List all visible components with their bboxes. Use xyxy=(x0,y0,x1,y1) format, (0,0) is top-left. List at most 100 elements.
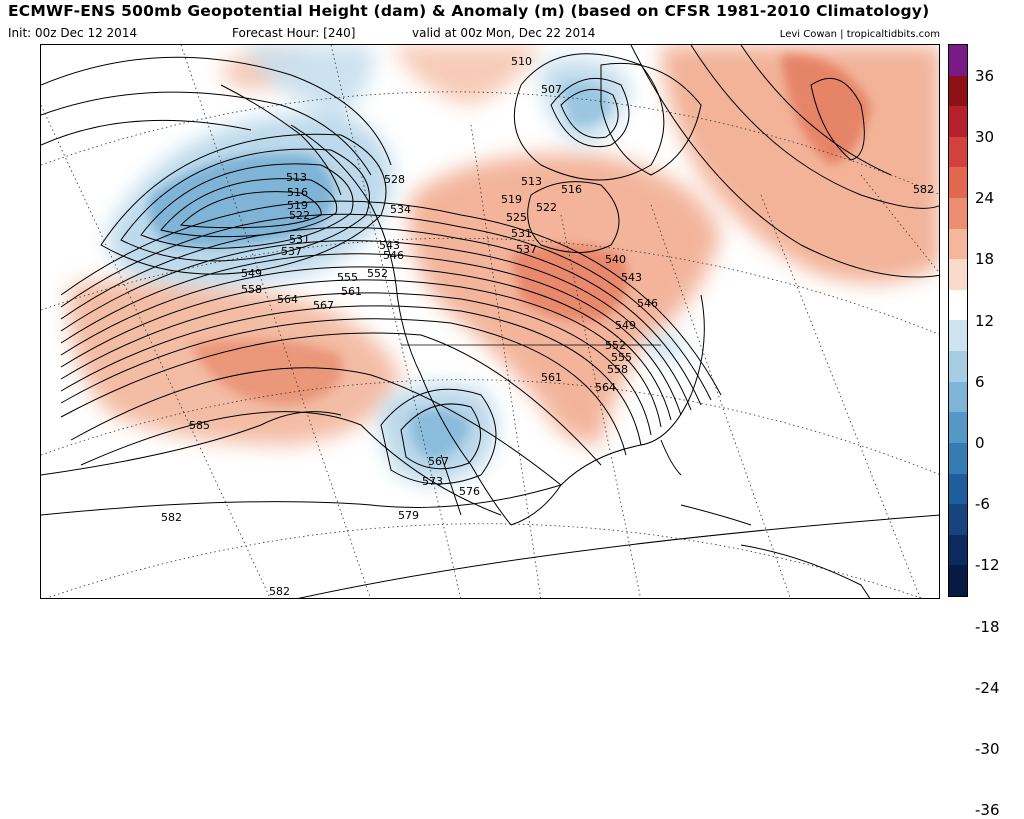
contour-label: 576 xyxy=(459,485,480,498)
contour-label: 516 xyxy=(287,186,308,199)
cuba xyxy=(680,504,752,526)
contour-label: 549 xyxy=(615,319,636,332)
colorbar-segment xyxy=(949,381,967,413)
positive-anomaly-core-2 xyxy=(781,54,871,166)
colorbar-label: 18 xyxy=(975,250,995,269)
negative-anomaly-core-1 xyxy=(148,153,334,248)
florida xyxy=(660,439,682,476)
colorbar-segment xyxy=(949,473,967,505)
colorbar-segment xyxy=(949,228,967,260)
alaska-coast xyxy=(220,84,342,196)
colorbar-segment xyxy=(949,198,967,229)
contour-label: 561 xyxy=(341,285,362,298)
contour-label: 558 xyxy=(241,283,262,296)
contour-label: 513 xyxy=(286,171,307,184)
lat-lon-grid xyxy=(41,45,939,598)
contour-label: 543 xyxy=(621,271,642,284)
contour-label: 540 xyxy=(605,253,626,266)
contour-label: 522 xyxy=(289,209,310,222)
contour-label: 555 xyxy=(337,271,358,284)
contour-label: 531 xyxy=(289,233,310,246)
height-contours xyxy=(41,45,939,598)
contour-label: 546 xyxy=(637,297,658,310)
colorbar-segment xyxy=(949,75,967,107)
greenland xyxy=(600,62,702,176)
colorbar-segment xyxy=(949,259,967,290)
colorbar-label: 36 xyxy=(975,66,995,85)
mexico-baja xyxy=(440,454,462,516)
contour-label: 582 xyxy=(269,585,290,598)
colorbar-label: -6 xyxy=(975,495,990,514)
colorbar-segment xyxy=(949,106,967,137)
positive-anomaly-core-3 xyxy=(191,339,343,405)
contour-label: 513 xyxy=(521,175,542,188)
contour-label: 573 xyxy=(422,475,443,488)
positive-anomaly-arctic xyxy=(391,45,541,105)
gulf-coast xyxy=(510,294,705,526)
contour-label-group: 510 507 513 516 519 522 525 531 537 540 … xyxy=(161,55,934,598)
contour-label: 519 xyxy=(287,199,308,212)
contour-label: 525 xyxy=(506,211,527,224)
south-america xyxy=(740,544,871,598)
anomaly-colorbar xyxy=(948,44,968,597)
contour-label: 507 xyxy=(541,83,562,96)
valid-time: valid at 00z Mon, Dec 22 2014 xyxy=(412,26,596,40)
contour-label: 552 xyxy=(605,339,626,352)
contour-label: 582 xyxy=(913,183,934,196)
colorbar-segment xyxy=(949,442,967,474)
contour-label: 555 xyxy=(611,351,632,364)
negative-anomaly-core-3 xyxy=(561,82,611,126)
colorbar-label: 12 xyxy=(975,311,995,330)
colorbar-label: -30 xyxy=(975,740,1000,759)
chart-title: ECMWF-ENS 500mb Geopotential Height (dam… xyxy=(8,2,930,20)
map-panel: 510 507 513 516 519 522 525 531 537 540 … xyxy=(40,44,940,599)
hudson-bay xyxy=(527,181,620,253)
anomaly-shading xyxy=(69,45,939,483)
init-time: Init: 00z Dec 12 2014 xyxy=(8,26,138,40)
colorbar-segment xyxy=(949,412,967,443)
negative-anomaly-core-2 xyxy=(410,409,471,460)
map-svg: 510 507 513 516 519 522 525 531 537 540 … xyxy=(41,45,939,598)
contour-label: 522 xyxy=(536,201,557,214)
colorbar-label: -24 xyxy=(975,678,1000,697)
contour-label: 567 xyxy=(313,299,334,312)
contour-label: 537 xyxy=(516,243,537,256)
colorbar-segment xyxy=(949,351,967,382)
contour-label: 552 xyxy=(367,267,388,280)
colorbar-label: 30 xyxy=(975,127,995,146)
colorbar-segment xyxy=(949,320,967,352)
colorbar-segment xyxy=(949,289,967,321)
colorbar-segment xyxy=(949,136,967,168)
colorbar-segment xyxy=(949,565,967,596)
colorbar-segment xyxy=(949,45,967,76)
contour-label: 528 xyxy=(384,173,405,186)
contour-label: 519 xyxy=(501,193,522,206)
colorbar-segment xyxy=(949,504,967,535)
colorbar-label: -18 xyxy=(975,617,1000,636)
forecast-hour: Forecast Hour: [240] xyxy=(232,26,356,40)
contour-label: 516 xyxy=(561,183,582,196)
credit-text: Levi Cowan | tropicaltidbits.com xyxy=(779,29,940,40)
north-america-west-coast xyxy=(290,124,512,526)
coastlines xyxy=(220,62,871,598)
contour-label: 564 xyxy=(595,381,616,394)
colorbar-label: -36 xyxy=(975,801,1000,819)
colorbar-segment xyxy=(949,534,967,566)
contour-label: 561 xyxy=(541,371,562,384)
contour-label: 534 xyxy=(390,203,411,216)
colorbar-label: -12 xyxy=(975,556,1000,575)
contour-label: 564 xyxy=(277,293,298,306)
contour-label: 543 xyxy=(379,239,400,252)
contour-label: 537 xyxy=(281,245,302,258)
contour-label: 582 xyxy=(161,511,182,524)
contour-label: 546 xyxy=(383,249,404,262)
contour-label: 579 xyxy=(398,509,419,522)
contour-label: 585 xyxy=(189,419,210,432)
contour-label: 567 xyxy=(428,455,449,468)
contour-label: 531 xyxy=(511,227,532,240)
colorbar-segment xyxy=(949,167,967,199)
colorbar-label: 24 xyxy=(975,189,995,208)
colorbar-label: 0 xyxy=(975,433,985,452)
contour-label: 558 xyxy=(607,363,628,376)
colorbar-label: 6 xyxy=(975,372,985,391)
